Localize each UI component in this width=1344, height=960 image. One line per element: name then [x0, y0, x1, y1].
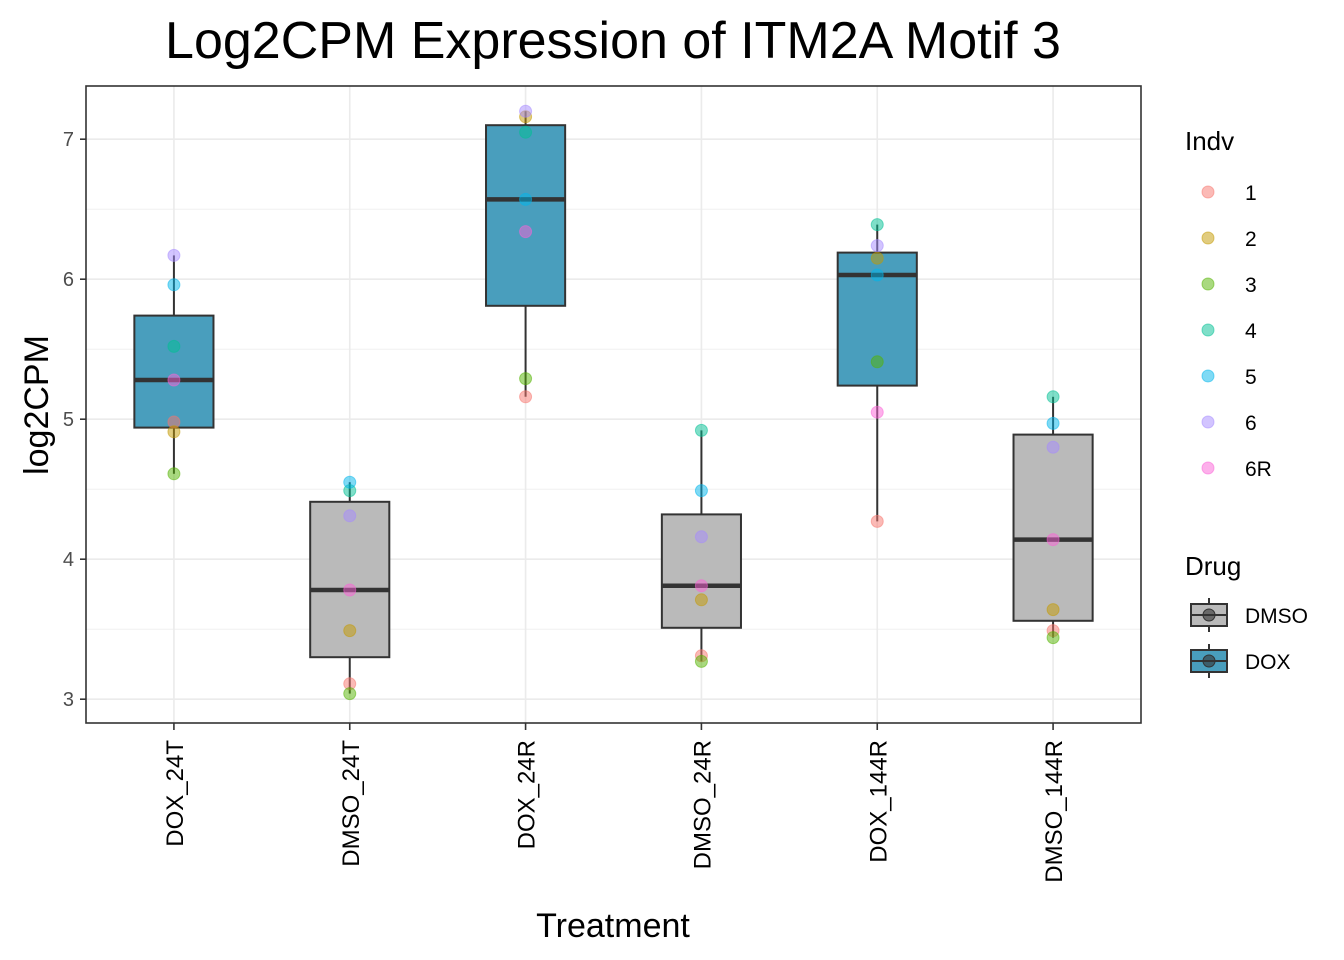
data-point-DOX_144R-indv-2 [870, 251, 884, 265]
box-DMSO_144R [1012, 396, 1094, 638]
data-point-DMSO_24T-indv-2 [343, 624, 357, 638]
legend-drug-label: DMSO [1245, 605, 1308, 628]
legend-indv-key-4 [1201, 323, 1215, 337]
data-point-DOX_24T-indv-6R [167, 373, 181, 387]
x-tick-label: DOX_24R [514, 740, 541, 849]
data-point-DMSO_24R-indv-3 [694, 654, 708, 668]
legend-indv-title: Indv [1185, 126, 1234, 156]
data-point-DOX_24R-indv-3 [519, 372, 533, 386]
legend-indv-key-6R [1201, 461, 1215, 475]
data-point-DOX_24T-indv-4 [167, 339, 181, 353]
data-point-DOX_144R-indv-3 [870, 355, 884, 369]
legend-drug-key-DMSO [1190, 598, 1228, 632]
panel-background [86, 86, 1141, 723]
data-point-DMSO_24R-indv-2 [694, 593, 708, 607]
data-point-DMSO_144R-indv-2 [1046, 603, 1060, 617]
legend-indv-key-3 [1201, 277, 1215, 291]
legend-indv-label: 5 [1245, 366, 1257, 389]
plot-panel [85, 85, 1142, 724]
chart-title: Log2CPM Expression of ITM2A Motif 3 [165, 12, 1061, 70]
data-point-DOX_144R-indv-1 [870, 514, 884, 528]
data-point-DOX_24R-indv-6R [519, 225, 533, 239]
legend-drug-title: Drug [1185, 551, 1241, 581]
legend-indv-key-5 [1201, 369, 1215, 383]
legend-indv-label: 4 [1245, 320, 1257, 343]
data-point-DOX_24R-indv-6 [519, 104, 533, 118]
data-point-DMSO_144R-indv-5 [1046, 416, 1060, 430]
data-point-DMSO_144R-indv-6 [1046, 440, 1060, 454]
data-point-DOX_24T-indv-3 [167, 467, 181, 481]
legend-indv-key-1 [1201, 185, 1215, 199]
box-body [485, 124, 567, 307]
legend-indv-label: 6R [1245, 458, 1272, 481]
panel-border [85, 85, 1142, 724]
y-axis-title: log2CPM [18, 335, 56, 475]
y-tick-label: 6 [63, 269, 74, 291]
data-point-DMSO_144R-indv-4 [1046, 390, 1060, 404]
y-tick-label: 5 [63, 409, 74, 431]
data-point-DOX_144R-indv-5 [870, 268, 884, 282]
data-point-DOX_24R-indv-5 [519, 192, 533, 206]
x-axis-title: Treatment [536, 907, 690, 945]
legend-indv: Indv 1 2 3 4 5 6 6R [1185, 126, 1272, 481]
data-point-DOX_144R-indv-4 [870, 218, 884, 232]
data-point-DMSO_144R-indv-3 [1046, 631, 1060, 645]
data-point-DMSO_24R-indv-4 [694, 423, 708, 437]
data-point-DOX_24T-indv-6 [167, 248, 181, 262]
x-tick-label: DOX_24T [162, 740, 189, 847]
legend-indv-label: 1 [1245, 182, 1257, 205]
data-point-DMSO_24T-indv-6 [343, 509, 357, 523]
y-tick-label: 4 [63, 549, 74, 571]
data-point-DMSO_24R-indv-6R [694, 579, 708, 593]
legend-indv-label: 3 [1245, 274, 1257, 297]
data-point-DMSO_144R-indv-6R [1046, 533, 1060, 547]
x-tick-label: DMSO_144R [1041, 740, 1068, 883]
legend-point [1202, 608, 1216, 622]
y-tick-label: 7 [63, 129, 74, 151]
legend-indv-label: 6 [1245, 412, 1257, 435]
box-body [133, 314, 215, 429]
data-point-DMSO_24T-indv-5 [343, 475, 357, 489]
legend-drug-key-DOX [1190, 644, 1228, 678]
data-point-DOX_24R-indv-4 [519, 125, 533, 139]
data-point-DMSO_24R-indv-5 [694, 484, 708, 498]
box-body [1012, 433, 1094, 622]
data-point-DMSO_24T-indv-3 [343, 687, 357, 701]
x-tick-label: DMSO_24T [338, 740, 365, 867]
data-point-DMSO_24T-indv-6R [343, 583, 357, 597]
data-point-DOX_24T-indv-2 [167, 425, 181, 439]
data-point-DOX_24T-indv-5 [167, 278, 181, 292]
data-point-DOX_24R-indv-1 [519, 390, 533, 404]
x-tick-label: DMSO_24R [689, 740, 716, 869]
legend-point [1202, 654, 1216, 668]
legend-indv-key-6 [1201, 415, 1215, 429]
data-point-DOX_144R-indv-6R [870, 405, 884, 419]
legend-indv-key-2 [1201, 231, 1215, 245]
data-point-DMSO_24R-indv-6 [694, 530, 708, 544]
data-point-DOX_144R-indv-6 [870, 239, 884, 253]
x-tick-label: DOX_144R [865, 740, 892, 863]
legend-drug-label: DOX [1245, 651, 1291, 674]
y-tick-label: 3 [63, 689, 74, 711]
legend-drug: Drug DMSO DOX [1185, 551, 1308, 678]
legend-indv-label: 2 [1245, 228, 1257, 251]
